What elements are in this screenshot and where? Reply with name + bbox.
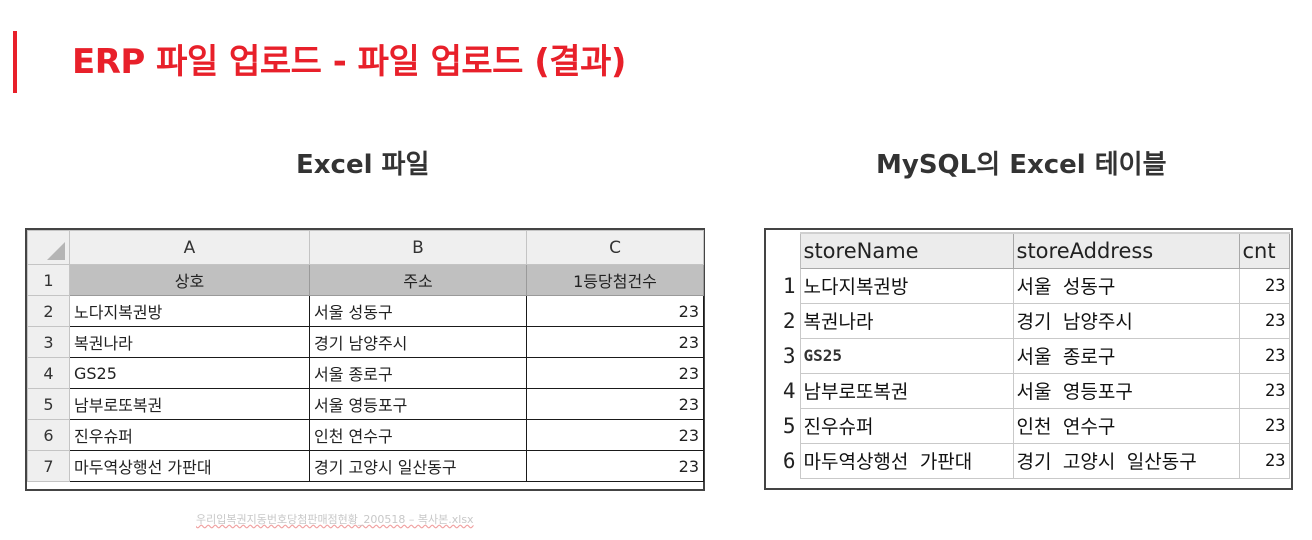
- mysql-section-title: MySQL의 Excel 테이블: [876, 150, 1167, 180]
- cell-storeaddress[interactable]: 서울 성동구: [1013, 268, 1240, 304]
- cell-storeaddress[interactable]: 경기 고양시 일산동구: [1013, 443, 1240, 479]
- excel-sheet: A B C 1 상호 주소 1등당첨건수 2 노다지복권방 서울 성동구 23 …: [25, 228, 705, 491]
- cell-storename[interactable]: 노다지복권방: [799, 268, 1014, 304]
- cell-address[interactable]: 서울 성동구: [309, 295, 527, 327]
- table-row[interactable]: 5 진우슈퍼 인천 연수구 23: [768, 408, 1290, 444]
- cell-store[interactable]: 진우슈퍼: [69, 419, 310, 451]
- cell-storename[interactable]: 마두역상행선 가판대: [799, 443, 1014, 479]
- cell-store[interactable]: 마두역상행선 가판대: [69, 450, 310, 482]
- cell-storeaddress[interactable]: 경기 남양주시: [1013, 303, 1240, 339]
- cell-storeaddress[interactable]: 인천 연수구: [1013, 408, 1240, 444]
- title-accent-bar: [13, 31, 17, 93]
- cell-cnt[interactable]: 23: [1239, 268, 1290, 304]
- cell-store[interactable]: GS25: [69, 357, 310, 389]
- cell-cnt[interactable]: 23: [1239, 443, 1290, 479]
- excel-section-title: Excel 파일: [296, 150, 430, 180]
- excel-grid: A B C 1 상호 주소 1등당첨건수 2 노다지복권방 서울 성동구 23 …: [27, 230, 704, 482]
- column-header-c[interactable]: C: [526, 230, 704, 265]
- cell-storeaddress[interactable]: 서울 영등포구: [1013, 373, 1240, 409]
- header-cell-count[interactable]: 1등당첨건수: [526, 264, 704, 296]
- excel-column-header-row: A B C: [27, 230, 704, 265]
- cell-cnt[interactable]: 23: [1239, 408, 1290, 444]
- column-header-a[interactable]: A: [69, 230, 310, 265]
- table-row[interactable]: 3 GS25 서울 종로구 23: [768, 338, 1290, 374]
- row-number[interactable]: 6: [27, 419, 70, 451]
- cell-count[interactable]: 23: [526, 419, 704, 451]
- select-all-corner[interactable]: [27, 230, 70, 265]
- row-number[interactable]: 4: [27, 357, 70, 389]
- table-row[interactable]: 2 복권나라 경기 남양주시 23: [768, 303, 1290, 339]
- table-row: 2 노다지복권방 서울 성동구 23: [27, 295, 704, 327]
- table-row: 5 남부로또복권 서울 영등포구 23: [27, 388, 704, 420]
- row-number[interactable]: 1: [27, 264, 70, 296]
- row-number: 5: [782, 413, 796, 438]
- row-number: 1: [782, 273, 796, 298]
- excel-filename-caption: 우리입복권지동번호당첨판매점현황_200518 – 복사본.xlsx: [196, 513, 474, 526]
- table-row[interactable]: 4 남부로또복권 서울 영등포구 23: [768, 373, 1290, 409]
- cell-storename[interactable]: 진우슈퍼: [799, 408, 1014, 444]
- mysql-table: storeName storeAddress cnt 1 노다지복권방 서울 성…: [768, 232, 1290, 479]
- table-row: 4 GS25 서울 종로구 23: [27, 357, 704, 389]
- cell-count[interactable]: 23: [526, 357, 704, 389]
- header-cell-store[interactable]: 상호: [69, 264, 310, 296]
- mysql-column-header-row: storeName storeAddress cnt: [768, 232, 1290, 269]
- cell-address[interactable]: 서울 종로구: [309, 357, 527, 389]
- cell-address[interactable]: 경기 남양주시: [309, 326, 527, 358]
- table-row[interactable]: 1 노다지복권방 서울 성동구 23: [768, 268, 1290, 304]
- cell-storename[interactable]: 복권나라: [799, 303, 1014, 339]
- table-row: 3 복권나라 경기 남양주시 23: [27, 326, 704, 358]
- cell-count[interactable]: 23: [526, 388, 704, 420]
- row-number[interactable]: 3: [27, 326, 70, 358]
- cell-store[interactable]: 남부로또복권: [69, 388, 310, 420]
- column-header-cnt[interactable]: cnt: [1238, 232, 1290, 269]
- cell-store[interactable]: 노다지복권방: [69, 295, 310, 327]
- page-title: ERP 파일 업로드 - 파일 업로드 (결과): [72, 42, 626, 82]
- mysql-result-grid: storeName storeAddress cnt 1 노다지복권방 서울 성…: [764, 228, 1293, 490]
- cell-cnt[interactable]: 23: [1239, 303, 1290, 339]
- cell-storeaddress[interactable]: 서울 종로구: [1013, 338, 1240, 374]
- row-number: 2: [782, 308, 796, 333]
- cell-address[interactable]: 경기 고양시 일산동구: [309, 450, 527, 482]
- cell-storename[interactable]: 남부로또복권: [799, 373, 1014, 409]
- excel-header-row: 1 상호 주소 1등당첨건수: [27, 264, 704, 296]
- column-header-storename[interactable]: storeName: [799, 232, 1014, 269]
- cell-count[interactable]: 23: [526, 326, 704, 358]
- cell-address[interactable]: 서울 영등포구: [309, 388, 527, 420]
- row-number[interactable]: 5: [27, 388, 70, 420]
- table-row[interactable]: 6 마두역상행선 가판대 경기 고양시 일산동구 23: [768, 443, 1290, 479]
- select-all-triangle-icon: [47, 242, 65, 260]
- cell-store[interactable]: 복권나라: [69, 326, 310, 358]
- cell-cnt[interactable]: 23: [1239, 373, 1290, 409]
- table-row: 7 마두역상행선 가판대 경기 고양시 일산동구 23: [27, 450, 704, 482]
- row-number: 3: [782, 343, 796, 368]
- cell-count[interactable]: 23: [526, 295, 704, 327]
- row-number[interactable]: 2: [27, 295, 70, 327]
- row-number-header: [768, 233, 801, 268]
- column-header-storeaddress[interactable]: storeAddress: [1012, 232, 1240, 269]
- cell-count[interactable]: 23: [526, 450, 704, 482]
- cell-cnt[interactable]: 23: [1239, 338, 1290, 374]
- header-cell-address[interactable]: 주소: [309, 264, 527, 296]
- row-number: 4: [782, 378, 796, 403]
- row-number[interactable]: 7: [27, 450, 70, 482]
- cell-storename[interactable]: GS25: [799, 338, 1014, 374]
- cell-address[interactable]: 인천 연수구: [309, 419, 527, 451]
- column-header-b[interactable]: B: [309, 230, 527, 265]
- table-row: 6 진우슈퍼 인천 연수구 23: [27, 419, 704, 451]
- row-number: 6: [782, 448, 796, 473]
